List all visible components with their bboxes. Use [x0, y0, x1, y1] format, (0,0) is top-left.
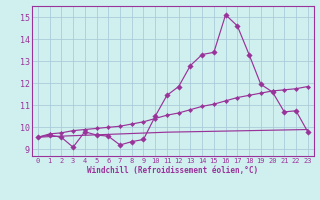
X-axis label: Windchill (Refroidissement éolien,°C): Windchill (Refroidissement éolien,°C) — [87, 166, 258, 175]
